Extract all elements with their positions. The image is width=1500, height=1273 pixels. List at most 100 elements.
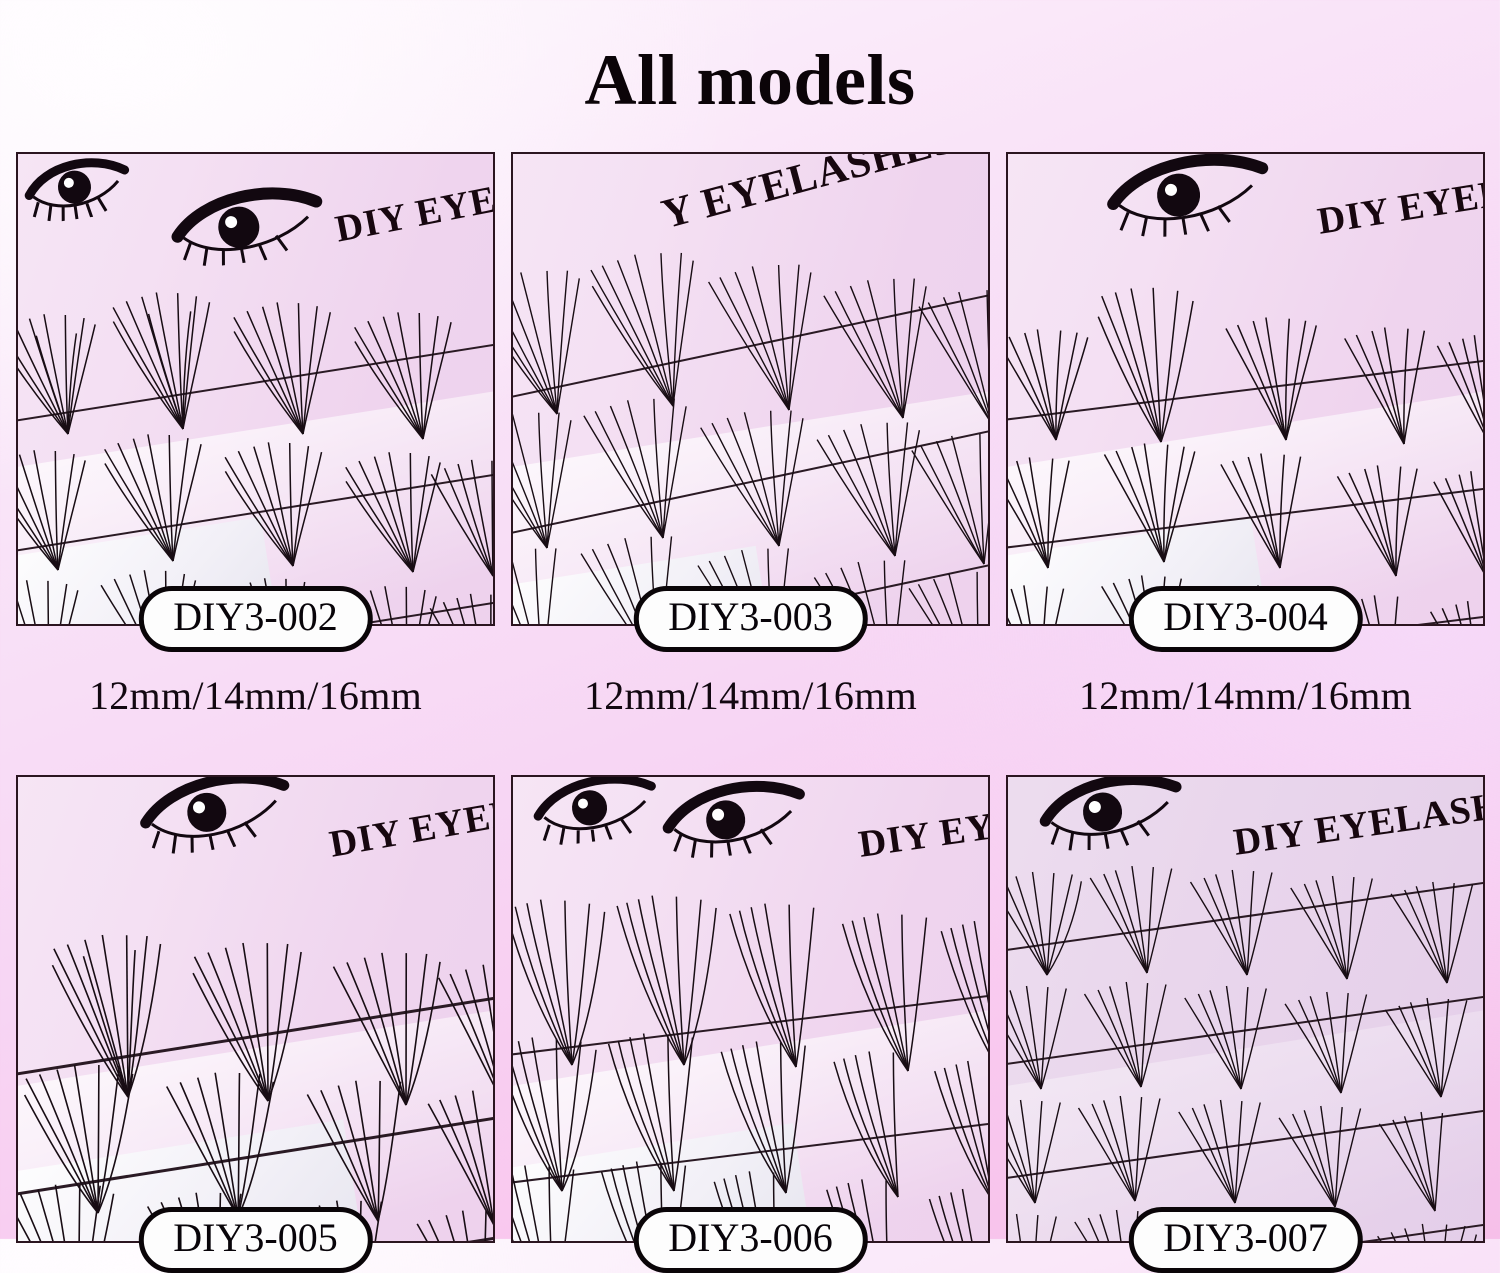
lash-cluster	[1077, 275, 1226, 450]
lash-cluster	[1362, 1208, 1483, 1241]
product-photo-diy3-004[interactable]: DIY EYELA	[1006, 152, 1485, 626]
lash-cluster	[815, 1036, 963, 1205]
lash-cluster	[910, 1175, 988, 1241]
lash-cluster	[589, 1018, 738, 1199]
eye-graphic-secondary	[163, 169, 332, 272]
lash-cluster	[1008, 308, 1116, 448]
row-spacer	[16, 719, 1486, 775]
lash-cluster	[922, 907, 988, 1080]
lash-cluster	[423, 949, 493, 1118]
lash-tray-photo: DIY EYELA	[18, 777, 493, 1241]
lash-cluster	[513, 1022, 627, 1199]
lash-cluster	[807, 407, 953, 569]
lash-cluster	[1008, 970, 1095, 1096]
lash-cluster	[1329, 308, 1464, 452]
lash-cluster	[574, 383, 722, 551]
lash-cluster	[1177, 854, 1302, 982]
lash-cluster	[814, 263, 962, 431]
model-label-diy3-002: DIY3-002	[138, 586, 373, 652]
size-label-diy3-002: 12mm/14mm/16mm	[88, 673, 423, 718]
size-label-diy3-003: 12mm/14mm/16mm	[583, 673, 918, 718]
lash-cluster	[513, 255, 616, 427]
lash-cluster	[1414, 580, 1483, 624]
lash-cluster	[807, 1164, 954, 1241]
product-photo-diy3-007[interactable]: DIY EYELASHE	[1006, 775, 1485, 1243]
product-photo-diy3-002[interactable]: DIY EYELA	[16, 152, 495, 626]
eye-graphic	[1031, 777, 1190, 858]
lash-cluster	[1205, 434, 1340, 576]
product-cell-diy3-005: DIY EYELA	[16, 775, 495, 1273]
lash-cluster	[18, 1168, 147, 1241]
grid-row-1: DIY EYELA	[16, 152, 1486, 719]
lash-cluster	[1277, 860, 1402, 986]
lash-cluster	[1421, 314, 1483, 452]
lash-cluster	[1372, 982, 1483, 1104]
product-cell-diy3-007: DIY EYELASHE	[1006, 775, 1485, 1273]
lash-cluster	[1418, 450, 1483, 584]
lash-cluster	[909, 276, 988, 436]
eye-graphic	[1100, 154, 1278, 243]
lash-cluster	[1210, 298, 1346, 448]
lash-tray-photo: DIY EYELA	[18, 154, 493, 624]
lash-tray-photo: Y EYELASHES	[513, 154, 988, 624]
model-label-diy3-006: DIY3-006	[633, 1207, 868, 1273]
lash-cluster	[899, 557, 988, 624]
lash-cluster	[286, 1064, 447, 1232]
lash-cluster	[1008, 856, 1101, 982]
product-photo-diy3-005[interactable]: DIY EYELA	[16, 775, 495, 1243]
product-cell-diy3-002: DIY EYELA	[16, 152, 495, 719]
lash-cluster	[145, 1056, 307, 1228]
lash-cluster	[513, 397, 606, 561]
lash-cluster	[1008, 1198, 1085, 1241]
lash-cluster	[1076, 850, 1201, 980]
lash-cluster	[1321, 444, 1455, 584]
lash-cluster	[213, 426, 352, 575]
lash-cluster	[398, 1195, 493, 1241]
lash-cluster	[1165, 1084, 1290, 1210]
lash-tray-photo: DIY EYELASHE	[1008, 777, 1483, 1241]
lash-cluster	[18, 296, 127, 443]
lash-cluster	[18, 562, 109, 624]
lash-cluster	[18, 432, 117, 579]
eye-graphic	[527, 777, 665, 849]
grid-row-2: DIY EYELA	[16, 775, 1486, 1273]
lash-cluster	[1377, 866, 1483, 990]
lash-cluster	[513, 533, 602, 624]
model-label-diy3-007: DIY3-007	[1128, 1207, 1363, 1273]
eye-graphic	[18, 154, 146, 226]
lash-cluster	[333, 434, 472, 581]
product-cell-diy3-004: DIY EYELA	[1006, 152, 1485, 719]
lash-cluster	[1008, 436, 1108, 576]
product-photo-diy3-003[interactable]: Y EYELASHES	[511, 152, 990, 626]
lash-cluster	[418, 577, 493, 624]
lash-cluster	[823, 896, 973, 1079]
lash-cluster	[691, 395, 838, 559]
models-grid: DIY EYELA	[16, 152, 1486, 1273]
product-photo-diy3-006[interactable]: DIY EYE	[511, 775, 990, 1243]
lash-cluster	[915, 1047, 988, 1209]
model-label-diy3-005: DIY3-005	[138, 1207, 373, 1273]
product-grid-page: All models	[16, 44, 1485, 1273]
lash-cluster	[702, 1026, 851, 1201]
lash-cluster	[902, 420, 988, 576]
lash-cluster	[93, 418, 233, 570]
lash-tray-photo: DIY EYELA	[1008, 154, 1483, 624]
lash-cluster	[710, 886, 860, 1075]
lash-cluster	[1271, 976, 1395, 1100]
eye-graphic-secondary	[655, 777, 813, 863]
lash-cluster	[222, 286, 362, 443]
lash-cluster	[581, 237, 732, 418]
lash-cluster	[1366, 1096, 1483, 1218]
lash-cluster	[513, 882, 637, 1073]
lash-cluster	[1265, 1090, 1389, 1214]
model-label-diy3-003: DIY3-003	[633, 586, 868, 652]
lash-cluster	[1071, 966, 1196, 1094]
lash-cluster	[598, 878, 749, 1073]
lash-cluster	[32, 918, 197, 1108]
lash-cluster	[1088, 424, 1223, 570]
lash-cluster	[1008, 1084, 1089, 1210]
product-cell-diy3-006: DIY EYE	[511, 775, 990, 1273]
lash-cluster	[699, 249, 848, 423]
product-cell-diy3-003: Y EYELASHES	[511, 152, 990, 719]
lash-cluster	[18, 1048, 167, 1224]
